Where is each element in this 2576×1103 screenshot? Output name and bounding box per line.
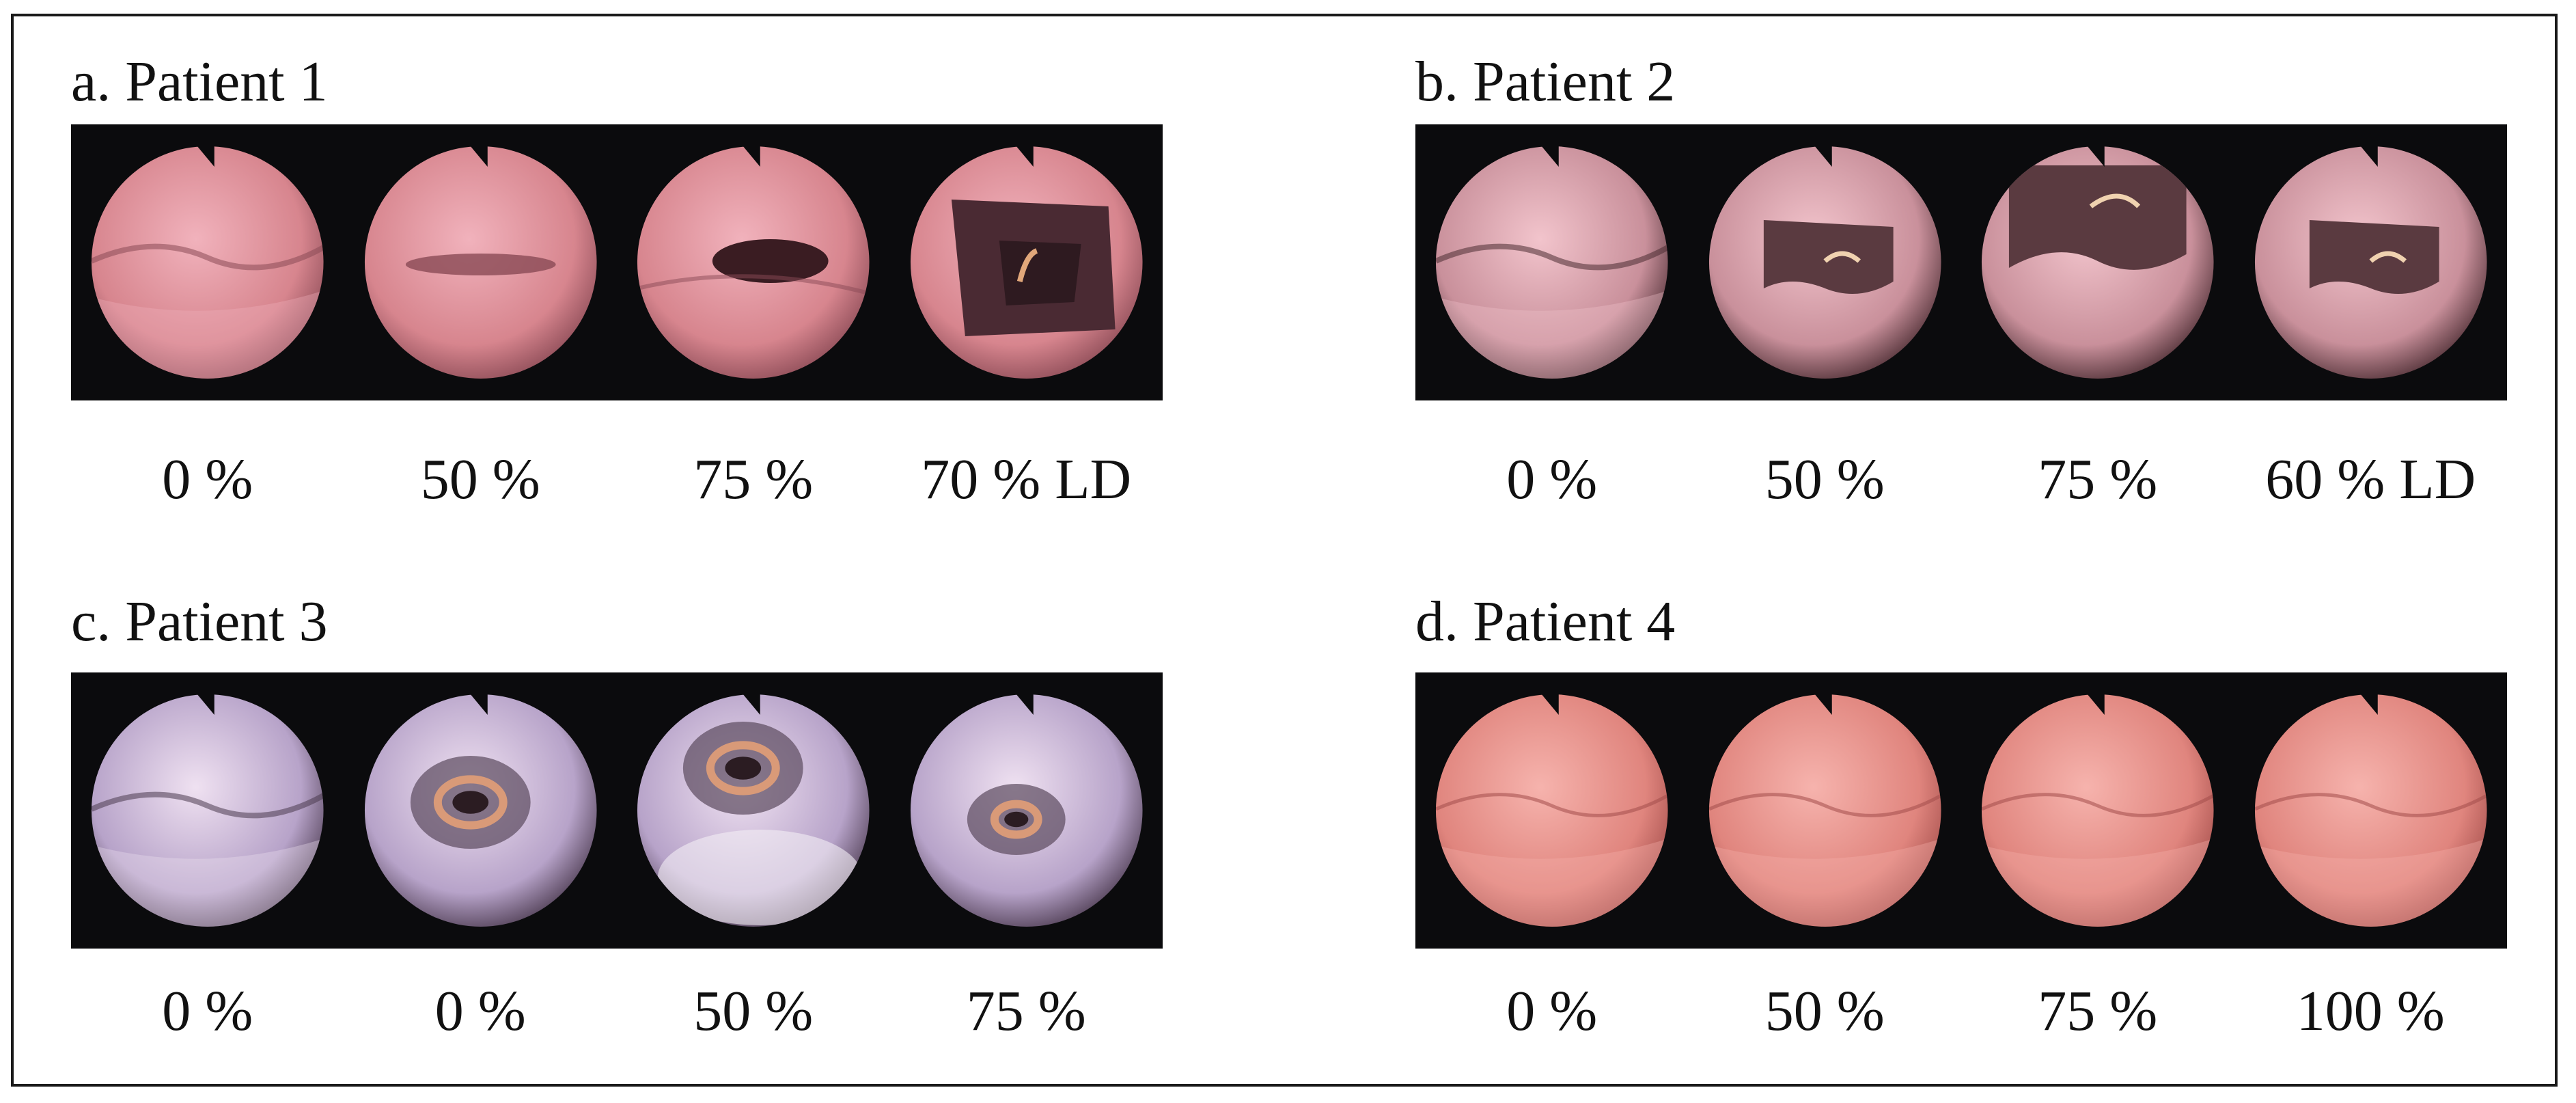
endoscopy-frame [617,124,890,400]
frame-percentage-label: 0 % [1506,448,1598,511]
frame-percentage-label: 0 % [162,448,253,511]
frame-percentage-label: 0 % [1506,979,1598,1043]
endoscopy-frame [71,124,344,400]
endoscopy-image [344,672,617,949]
frame-percentage-label: 70 % LD [921,448,1132,511]
panel-title: a. Patient 1 [71,50,328,113]
panel-title: d. Patient 4 [1415,590,1676,653]
endoscopy-frame [344,124,617,400]
endoscopy-image [71,672,344,949]
endoscopy-frame [1961,124,2234,400]
endoscopy-frame [1688,124,1961,400]
endoscopy-frame [71,672,344,949]
frame-percentage-label: 50 % [1764,448,1885,511]
endoscopy-frame [1688,672,1961,949]
endoscopy-frame [889,124,1163,400]
endoscopy-image [1961,672,2234,949]
frame-percentage-label: 0 % [434,979,526,1043]
panel-title: b. Patient 2 [1415,50,1676,113]
endoscopy-image [617,672,890,949]
frame-percentage-label: 75 % [2038,979,2158,1043]
frame-percentage-label: 75 % [2038,448,2158,511]
endoscopy-frame [1415,672,1689,949]
endoscopy-image [2234,124,2507,400]
endoscopy-frame [889,672,1163,949]
endoscopy-frame [1961,672,2234,949]
endoscopy-strip [1415,124,2507,400]
endoscopy-image [889,672,1163,949]
endoscopy-frame [1415,124,1689,400]
frame-percentage-label: 100 % [2296,979,2445,1043]
endoscopy-frame [2234,672,2507,949]
frame-percentage-label: 75 % [693,448,814,511]
frame-percentage-label: 50 % [420,448,540,511]
endoscopy-image [1961,124,2234,400]
frame-percentage-label: 50 % [1764,979,1885,1043]
endoscopy-image [1415,672,1689,949]
endoscopy-image [71,124,344,400]
endoscopy-frame [617,672,890,949]
endoscopy-image [889,124,1163,400]
endoscopy-image [1688,672,1961,949]
frame-percentage-label: 60 % LD [2265,448,2476,511]
endoscopy-strip [71,672,1163,949]
figure-frame [11,14,2558,1087]
endoscopy-frame [344,672,617,949]
panel-title: c. Patient 3 [71,590,328,653]
endoscopy-image [1415,124,1689,400]
endoscopy-image [1688,124,1961,400]
frame-percentage-label: 50 % [693,979,814,1043]
endoscopy-frame [2234,124,2507,400]
frame-percentage-label: 75 % [966,979,1086,1043]
endoscopy-image [2234,672,2507,949]
endoscopy-image [344,124,617,400]
endoscopy-strip [71,124,1163,400]
endoscopy-strip [1415,672,2507,949]
endoscopy-image [617,124,890,400]
frame-percentage-label: 0 % [162,979,253,1043]
